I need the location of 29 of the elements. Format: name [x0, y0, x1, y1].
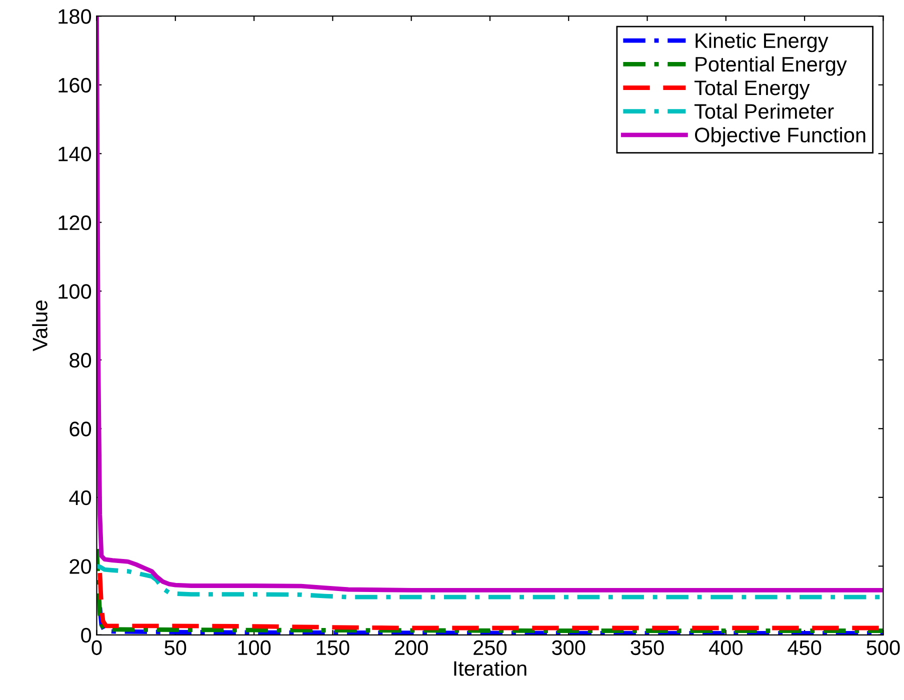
- legend-label: Potential Energy: [696, 56, 847, 76]
- x-tick-label: 50: [164, 640, 186, 656]
- x-tick-label: 400: [709, 640, 742, 656]
- x-tick-label: 350: [630, 640, 664, 656]
- y-tick-label: 100: [58, 284, 92, 299]
- x-tick-label: 250: [474, 640, 507, 656]
- x-axis-title: Iteration: [454, 660, 526, 676]
- y-tick-label: 20: [70, 559, 92, 574]
- y-tick-label: 60: [70, 422, 92, 436]
- legend-label: Objective Function: [695, 127, 866, 147]
- y-axis-title: Value: [32, 300, 48, 352]
- x-tick-label: 150: [316, 640, 350, 656]
- legend-label: Total Perimeter: [694, 104, 834, 119]
- line-series: [96, 546, 884, 633]
- y-tick-label: 80: [70, 352, 92, 368]
- x-tick-label: 450: [788, 640, 822, 656]
- legend-label: Total Energy: [694, 80, 810, 100]
- x-tick-label: 100: [238, 640, 271, 656]
- y-tick-label: 40: [69, 490, 92, 506]
- y-tick-label: 160: [58, 78, 92, 93]
- x-tick-label: 500: [866, 640, 900, 656]
- x-tick-label: 0: [92, 640, 102, 656]
- y-tick-label: 180: [58, 9, 92, 24]
- y-tick-label: 120: [58, 215, 92, 230]
- x-tick-label: 300: [552, 640, 586, 656]
- y-tick-label: 0: [81, 628, 92, 643]
- y-tick-label: 140: [58, 146, 92, 162]
- legend-label: Kinetic Energy: [696, 32, 828, 52]
- x-tick-label: 200: [394, 640, 428, 656]
